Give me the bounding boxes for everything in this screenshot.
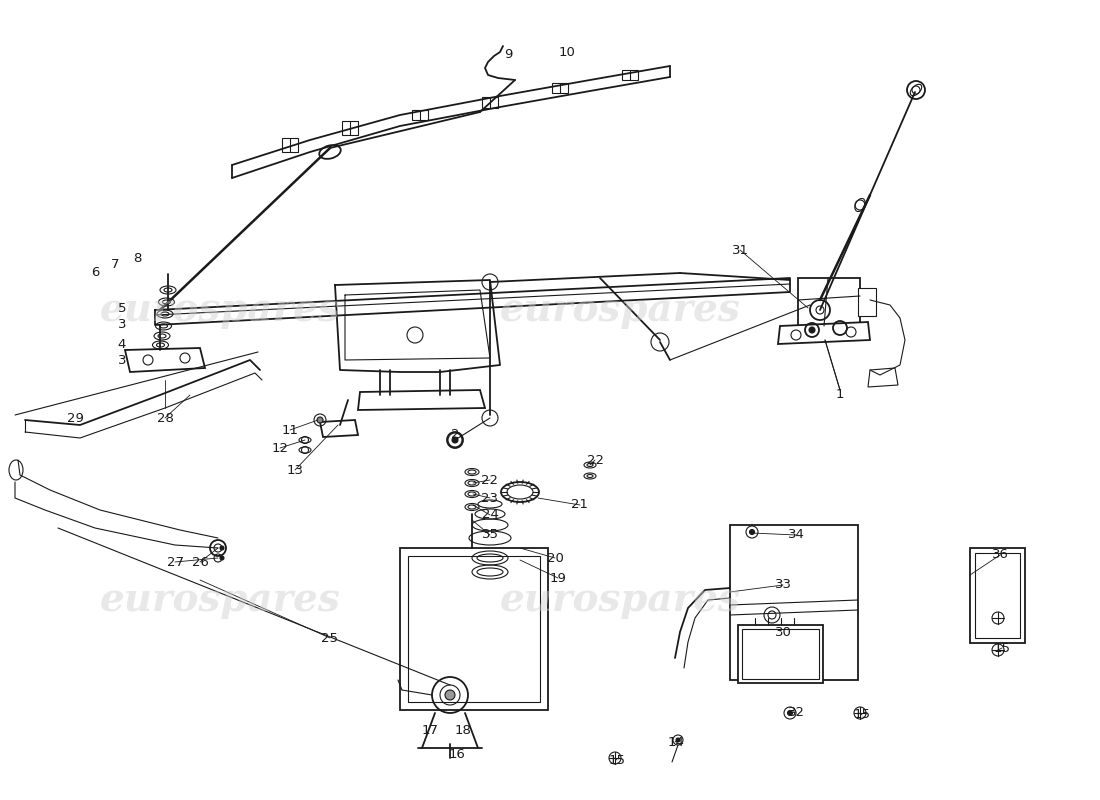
Text: 11: 11 bbox=[282, 423, 298, 437]
Circle shape bbox=[676, 738, 680, 742]
Text: 4: 4 bbox=[118, 338, 127, 351]
Polygon shape bbox=[125, 348, 205, 372]
Polygon shape bbox=[868, 368, 898, 387]
Text: eurospares: eurospares bbox=[499, 581, 740, 619]
Bar bbox=[975, 553, 1020, 638]
Text: 3: 3 bbox=[118, 318, 127, 331]
Text: 36: 36 bbox=[991, 549, 1009, 562]
Text: eurospares: eurospares bbox=[499, 291, 740, 329]
Text: 22: 22 bbox=[482, 474, 498, 486]
Text: 21: 21 bbox=[572, 498, 588, 511]
Circle shape bbox=[220, 556, 224, 560]
Text: 7: 7 bbox=[111, 258, 119, 271]
Bar bbox=[742, 629, 820, 679]
Text: 2: 2 bbox=[451, 429, 460, 442]
Circle shape bbox=[749, 530, 755, 534]
Text: 10: 10 bbox=[559, 46, 575, 58]
Text: 22: 22 bbox=[586, 454, 604, 466]
Text: eurospares: eurospares bbox=[100, 291, 340, 329]
Text: 15: 15 bbox=[608, 754, 626, 766]
Text: 12: 12 bbox=[272, 442, 288, 454]
Text: 8: 8 bbox=[133, 251, 141, 265]
Polygon shape bbox=[778, 322, 870, 344]
Text: 23: 23 bbox=[482, 491, 498, 505]
Bar bbox=[552, 83, 568, 93]
Bar bbox=[482, 97, 498, 108]
Text: 14: 14 bbox=[668, 735, 684, 749]
Text: 33: 33 bbox=[774, 578, 792, 591]
Text: 15: 15 bbox=[993, 642, 1011, 654]
Bar bbox=[408, 556, 540, 702]
Text: 16: 16 bbox=[449, 747, 465, 761]
Text: 20: 20 bbox=[547, 551, 563, 565]
Bar bbox=[412, 110, 428, 120]
Text: 6: 6 bbox=[91, 266, 99, 278]
Text: 27: 27 bbox=[166, 555, 184, 569]
Text: 32: 32 bbox=[788, 706, 804, 718]
Circle shape bbox=[808, 327, 815, 333]
Text: 3: 3 bbox=[118, 354, 127, 366]
Text: 24: 24 bbox=[482, 509, 498, 522]
Circle shape bbox=[452, 437, 458, 443]
Circle shape bbox=[317, 417, 323, 423]
Text: 13: 13 bbox=[286, 463, 304, 477]
Polygon shape bbox=[358, 390, 485, 410]
Text: 26: 26 bbox=[191, 555, 208, 569]
Text: 34: 34 bbox=[788, 529, 804, 542]
Text: 35: 35 bbox=[482, 529, 498, 542]
Text: 29: 29 bbox=[67, 411, 84, 425]
Bar bbox=[621, 70, 638, 80]
Bar bbox=[282, 138, 298, 152]
Bar bbox=[342, 121, 358, 135]
Circle shape bbox=[446, 690, 455, 700]
Text: 15: 15 bbox=[854, 709, 870, 722]
Circle shape bbox=[220, 546, 224, 550]
Bar bbox=[730, 525, 858, 680]
Text: 17: 17 bbox=[421, 723, 439, 737]
Text: 5: 5 bbox=[118, 302, 127, 314]
Bar bbox=[400, 548, 548, 710]
Text: eurospares: eurospares bbox=[100, 581, 340, 619]
Bar bbox=[970, 548, 1025, 643]
Bar bbox=[738, 625, 823, 683]
Text: 1: 1 bbox=[836, 389, 845, 402]
Text: 19: 19 bbox=[550, 571, 566, 585]
Text: 9: 9 bbox=[504, 49, 513, 62]
Text: 25: 25 bbox=[321, 631, 339, 645]
Bar bbox=[858, 288, 876, 316]
Text: 28: 28 bbox=[156, 411, 174, 425]
Circle shape bbox=[788, 710, 792, 715]
Text: 18: 18 bbox=[454, 723, 472, 737]
Polygon shape bbox=[320, 420, 358, 437]
Bar bbox=[798, 278, 860, 326]
Text: 31: 31 bbox=[732, 243, 748, 257]
Text: 30: 30 bbox=[774, 626, 791, 638]
